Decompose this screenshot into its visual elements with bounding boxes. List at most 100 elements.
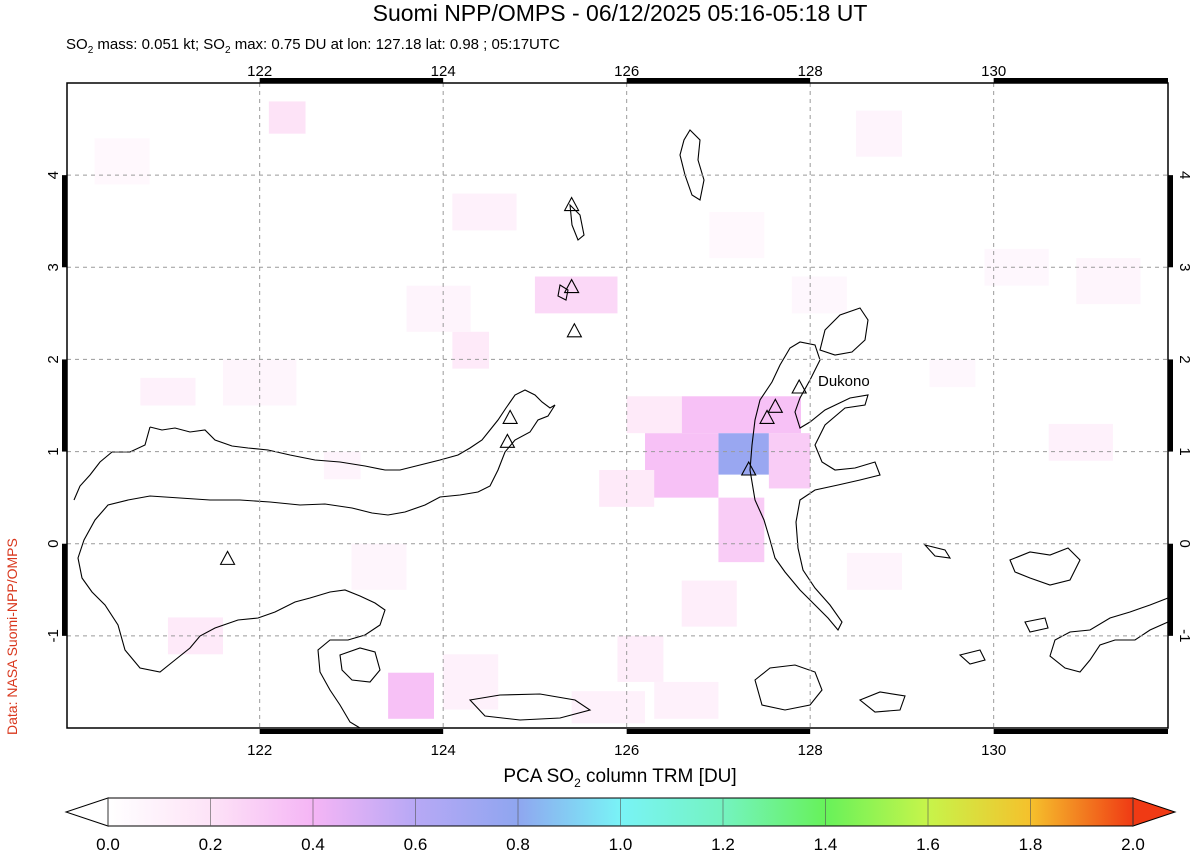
volcano-icon [502, 409, 519, 424]
volcano-icon [791, 378, 808, 394]
volcano-icon [740, 460, 757, 476]
lon-tick-label-bottom: 130 [981, 742, 1006, 759]
colorbar-tick-label: 2.0 [1121, 835, 1145, 854]
so2-pixel [1076, 258, 1141, 305]
so2-pixel-layer [94, 101, 1141, 724]
so2-pixel [846, 552, 902, 590]
so2-pixel [351, 543, 407, 590]
frame-bar-lon [626, 78, 811, 83]
lon-tick-label-top: 126 [614, 63, 639, 80]
coastline-misool [958, 649, 986, 665]
coastline-salawati [1024, 617, 1049, 633]
so2-pixel [94, 138, 150, 185]
so2-pixel [406, 285, 471, 332]
frame-bar-lat [1168, 543, 1173, 636]
lat-tick-label-left: -1 [45, 629, 62, 642]
lat-tick-label-left: 1 [45, 447, 62, 455]
so2-pixel [626, 396, 682, 434]
subtitle-mass: mass: 0.051 kt; SO [93, 36, 225, 53]
so2-pixel [768, 433, 811, 489]
lon-tick-label-top: 130 [981, 63, 1006, 80]
coastline-papua [1049, 597, 1169, 673]
lon-tick-label-bottom: 126 [614, 742, 639, 759]
so2-pixel [681, 396, 801, 434]
so2-pixel [388, 672, 434, 719]
so2-pixel [718, 497, 765, 563]
volcano-icon [563, 196, 580, 212]
so2-pixel [323, 451, 361, 480]
colorbar-tick-label: 0.4 [301, 835, 325, 854]
lon-tick-label-top: 122 [247, 63, 272, 80]
frame-bar-lon [993, 78, 1168, 83]
colorbar [64, 797, 1177, 827]
frame-bar-lat [1168, 359, 1173, 452]
coastline-morotai [819, 307, 869, 356]
volcano-icon [499, 433, 516, 448]
coastline-siau [557, 284, 569, 301]
lat-tick-label-right: 4 [1176, 171, 1193, 179]
colorbar-ticks [107, 798, 1134, 826]
coastline-gebe [923, 544, 952, 559]
colorbar-max-arrow [1132, 797, 1177, 827]
volcano-label-dukono: Dukono [818, 373, 870, 390]
colorbar-tick-label: 1.2 [711, 835, 735, 854]
so2-pixel [268, 101, 306, 134]
so2-pixel [452, 193, 517, 231]
coastline-layer [73, 129, 1169, 729]
so2-pixel [929, 359, 976, 388]
lat-tick-label-right: 2 [1176, 355, 1193, 363]
map-subtitle: SO2 mass: 0.051 kt; SO2 max: 0.75 DU at … [66, 36, 560, 56]
map-title: Suomi NPP/OMPS - 06/12/2025 05:16-05:18 … [372, 0, 868, 26]
coastline-halmahera [749, 341, 881, 631]
lon-tick-label-bottom: 124 [431, 742, 456, 759]
lat-tick-label-left: 3 [45, 263, 62, 271]
so2-pixel [1048, 423, 1113, 461]
axis-tick-labels: 122 122 124 124 126 126 128 128 130 130 4 4 3 3 2 2 1 1 0 0… [45, 63, 1193, 759]
lat-tick-label-right: 1 [1176, 447, 1193, 455]
so2-pixel [452, 331, 490, 369]
colorbar-tick-label: 0.8 [506, 835, 530, 854]
frame-bar-lon [259, 78, 444, 83]
coastline-sula [468, 693, 592, 721]
so2-pixel [534, 276, 618, 314]
coastline-sulawesi [77, 404, 556, 729]
so2-pixel [654, 681, 719, 719]
coastline-banggai [339, 647, 381, 683]
so2-pixel [645, 433, 719, 498]
colorbar-min-arrow [64, 797, 109, 827]
so2-pixel [856, 110, 902, 157]
frame-bar-lat [62, 359, 67, 452]
volcano-markers [219, 196, 808, 565]
volcano-icon [563, 278, 580, 294]
coastline-sulawesi-neck [73, 426, 151, 501]
so2-pixel [140, 377, 196, 406]
frame-bar-lon [259, 729, 444, 734]
colorbar-tick-label: 0.6 [403, 835, 428, 854]
lat-tick-label-right: 0 [1176, 540, 1193, 548]
colorbar-title-prefix: PCA SO [503, 766, 575, 787]
coastline-waigeo [1009, 547, 1081, 586]
volcano-icon [767, 398, 784, 413]
coastline-sangihe [569, 203, 585, 241]
map-frame [62, 78, 1173, 734]
subtitle-max: max: 0.75 DU at lon: 127.18 lat: 0.98 ; … [230, 36, 560, 53]
lat-tick-label-left: 2 [45, 355, 62, 363]
lon-tick-label-top: 128 [798, 63, 823, 80]
so2-pixel [718, 433, 769, 475]
volcano-icon [566, 322, 583, 338]
so2-pixel [571, 691, 646, 724]
colorbar-tick-label: 0.2 [198, 835, 223, 854]
colorbar-tick-label: 1.6 [916, 835, 940, 854]
lon-tick-label-top: 124 [431, 63, 456, 80]
lon-tick-label-bottom: 128 [798, 742, 823, 759]
coastline-talaud [679, 129, 705, 201]
subtitle-so-prefix: SO [66, 36, 88, 53]
volcano-icon [759, 409, 775, 424]
so2-pixel [791, 276, 847, 314]
graticule [67, 83, 1168, 728]
coastline-obi [858, 691, 906, 713]
so2-pixel [709, 212, 765, 259]
volcano-icon [219, 550, 236, 565]
colorbar-tick-label: 0.0 [96, 835, 120, 854]
